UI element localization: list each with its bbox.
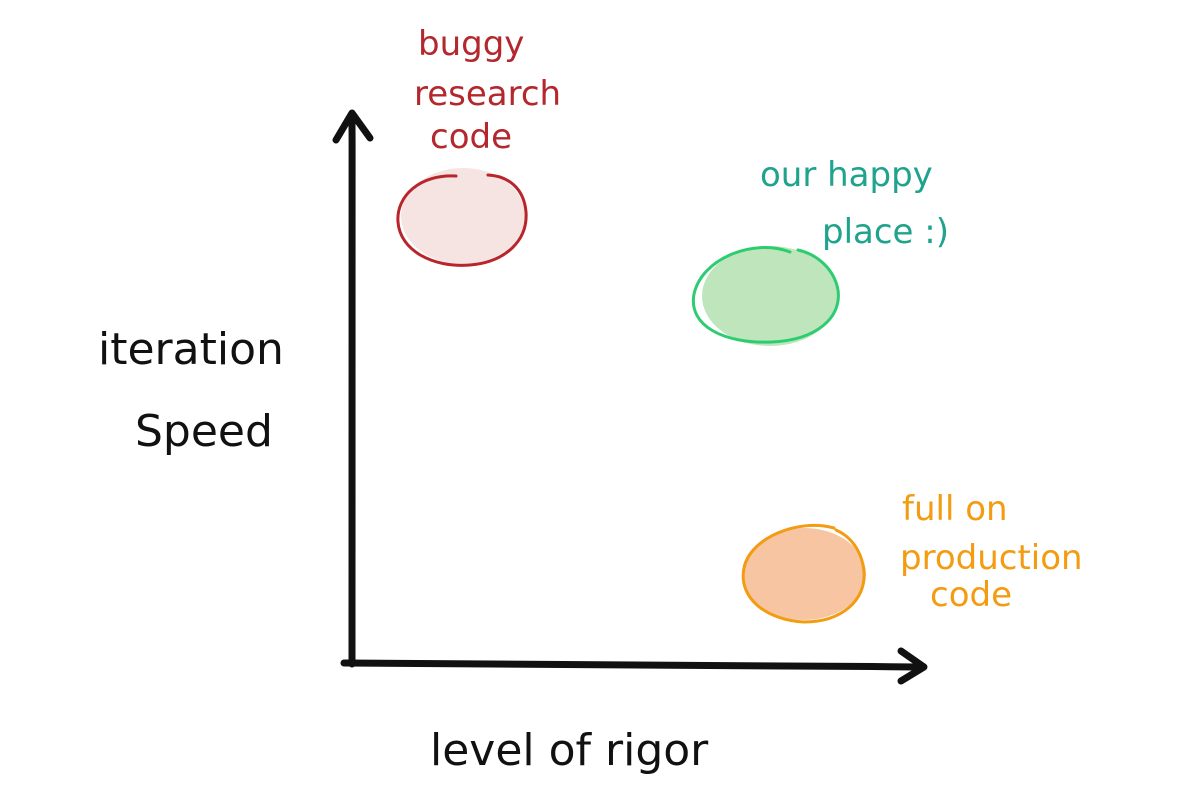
region-happy: our happy place :)	[691, 155, 949, 346]
production-blob-fill	[742, 528, 866, 620]
y-axis-arrowhead	[332, 109, 374, 144]
y-axis-label-line1: iteration	[98, 324, 284, 375]
research-label-line2: research	[414, 74, 561, 114]
research-label-line3: code	[430, 117, 512, 157]
x-axis-label: level of rigor	[430, 725, 709, 776]
x-axis-arrowhead	[897, 647, 928, 685]
happy-blob-outline	[691, 246, 840, 344]
research-blob-fill	[401, 168, 525, 264]
y-axis-label-line2: Speed	[135, 406, 273, 457]
production-label-line1: full on	[902, 489, 1008, 529]
production-label-line3: code	[930, 575, 1012, 615]
y-axis-line	[348, 118, 356, 668]
region-production: full on production code	[741, 489, 1083, 624]
x-axis-line	[340, 659, 922, 671]
region-research: buggy research code	[396, 24, 561, 267]
happy-label-line1: our happy	[760, 155, 933, 195]
happy-label-line2: place :)	[822, 212, 949, 252]
research-label-line1: buggy	[418, 24, 524, 64]
happy-blob-fill	[702, 246, 838, 346]
production-label-line2: production	[900, 538, 1083, 578]
research-blob-outline	[396, 173, 528, 267]
production-blob-outline	[741, 523, 866, 624]
